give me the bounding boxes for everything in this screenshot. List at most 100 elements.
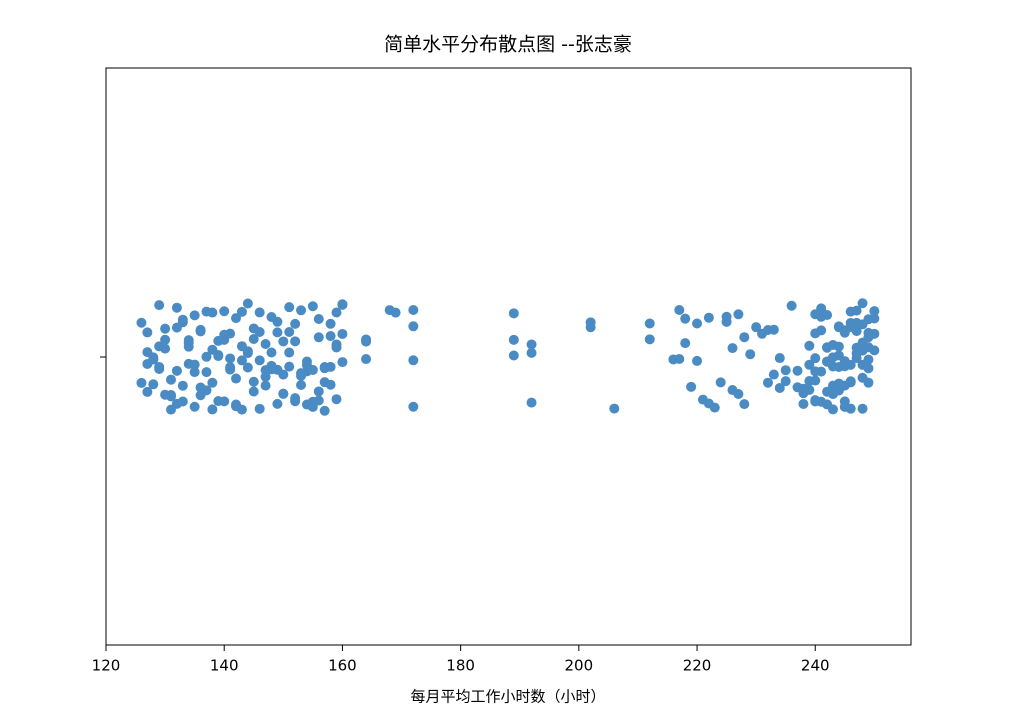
point xyxy=(745,349,756,360)
point xyxy=(845,359,856,370)
point xyxy=(680,313,691,324)
point xyxy=(136,317,147,328)
point xyxy=(337,299,348,310)
chart-title: 简单水平分布散点图 --张志豪 xyxy=(384,34,632,56)
point xyxy=(248,333,259,344)
point xyxy=(774,353,785,364)
point xyxy=(290,336,301,347)
point xyxy=(319,405,330,416)
point xyxy=(219,334,230,345)
point xyxy=(816,366,827,377)
point xyxy=(160,323,171,334)
point xyxy=(508,308,519,319)
point xyxy=(201,367,212,378)
point xyxy=(148,354,159,365)
x-tick-label: 240 xyxy=(801,657,830,675)
point xyxy=(272,316,283,327)
point xyxy=(810,353,821,364)
point xyxy=(792,365,803,376)
point xyxy=(254,327,265,338)
point xyxy=(177,380,188,391)
point xyxy=(225,362,236,373)
point xyxy=(739,332,750,343)
point xyxy=(278,336,289,347)
point xyxy=(189,367,200,378)
point xyxy=(284,302,295,313)
point xyxy=(207,404,218,415)
point xyxy=(816,325,827,336)
point xyxy=(254,355,265,366)
point xyxy=(798,398,809,409)
point xyxy=(851,305,862,316)
x-tick-label: 120 xyxy=(92,657,121,675)
point xyxy=(508,350,519,361)
point xyxy=(313,332,324,343)
point xyxy=(508,334,519,345)
point xyxy=(207,377,218,388)
point xyxy=(863,363,874,374)
point xyxy=(325,331,336,342)
point xyxy=(733,389,744,400)
point xyxy=(361,354,372,365)
point xyxy=(254,307,265,318)
point xyxy=(526,339,537,350)
point xyxy=(768,369,779,380)
point xyxy=(810,375,821,386)
point xyxy=(236,404,247,415)
point xyxy=(674,354,685,365)
point xyxy=(296,379,307,390)
point xyxy=(408,355,419,366)
point xyxy=(195,326,206,337)
point xyxy=(201,351,212,362)
point xyxy=(644,334,655,345)
x-tick-label: 180 xyxy=(446,657,475,675)
point xyxy=(160,334,171,345)
point xyxy=(337,357,348,368)
point xyxy=(390,307,401,318)
point xyxy=(680,338,691,349)
x-tick-label: 140 xyxy=(210,657,239,675)
point xyxy=(242,298,253,309)
point xyxy=(296,305,307,316)
point xyxy=(154,364,165,375)
point xyxy=(715,377,726,388)
point xyxy=(260,380,271,391)
point xyxy=(833,341,844,352)
point xyxy=(166,390,177,401)
point xyxy=(313,314,324,325)
point xyxy=(786,300,797,311)
point xyxy=(839,396,850,407)
point xyxy=(266,347,277,358)
point xyxy=(278,388,289,399)
point xyxy=(869,328,880,339)
x-axis-label: 每月平均工作小时数（小时） xyxy=(410,688,605,706)
point xyxy=(166,374,177,385)
point xyxy=(313,386,324,397)
point xyxy=(804,384,815,395)
point xyxy=(242,362,253,373)
point xyxy=(331,307,342,318)
point xyxy=(692,318,703,329)
point xyxy=(751,322,762,333)
point xyxy=(160,343,171,354)
point xyxy=(284,326,295,337)
point xyxy=(733,309,744,320)
point xyxy=(290,396,301,407)
point xyxy=(189,359,200,370)
point xyxy=(337,328,348,339)
point xyxy=(313,395,324,406)
point xyxy=(189,310,200,321)
point xyxy=(284,347,295,358)
point xyxy=(727,343,738,354)
x-tick-label: 200 xyxy=(565,657,594,675)
point xyxy=(845,376,856,387)
point xyxy=(709,402,720,413)
point xyxy=(207,307,218,318)
point xyxy=(225,328,236,339)
point xyxy=(331,342,342,353)
point xyxy=(183,341,194,352)
point xyxy=(408,321,419,332)
point xyxy=(703,312,714,323)
point xyxy=(863,354,874,365)
